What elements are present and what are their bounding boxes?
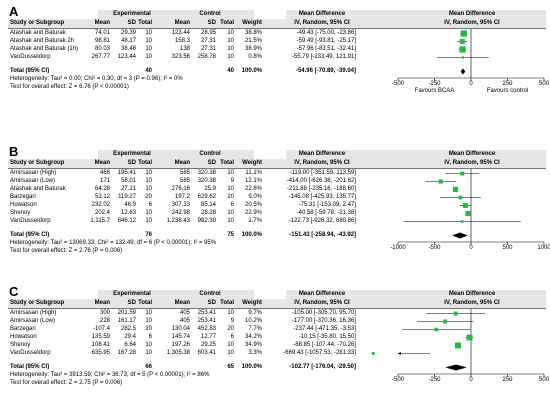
study-estimate-square [458,196,462,200]
ci-arrow-left [398,352,401,355]
forest-plot-area [0,140,550,280]
favours-right-label: Favours control [448,88,550,95]
pooled-estimate-diamond [461,69,466,75]
study-estimate-square [439,179,443,183]
forest-plot-area [0,280,550,420]
study-estimate-square [459,46,465,52]
x-axis-tick-label: 1000 [484,245,550,252]
study-estimate-square [455,342,461,348]
study-estimate-square [443,320,447,324]
study-estimate-square [465,211,470,216]
x-axis-tick-label: 500 [484,377,550,384]
study-estimate-square [461,220,464,223]
study-estimate-square [467,335,473,341]
forest-plot-area [0,0,550,140]
study-estimate-square [453,187,458,192]
study-estimate-square [462,56,464,58]
study-estimate-square [372,352,375,355]
study-estimate-square [461,30,467,36]
study-estimate-square [460,39,465,44]
pooled-estimate-diamond [445,365,466,371]
study-estimate-square [454,312,458,316]
x-axis-tick-label: 500 [484,81,550,88]
study-estimate-square [434,328,438,332]
study-estimate-square [463,203,468,208]
study-estimate-square [460,171,464,175]
pooled-estimate-diamond [452,233,468,239]
